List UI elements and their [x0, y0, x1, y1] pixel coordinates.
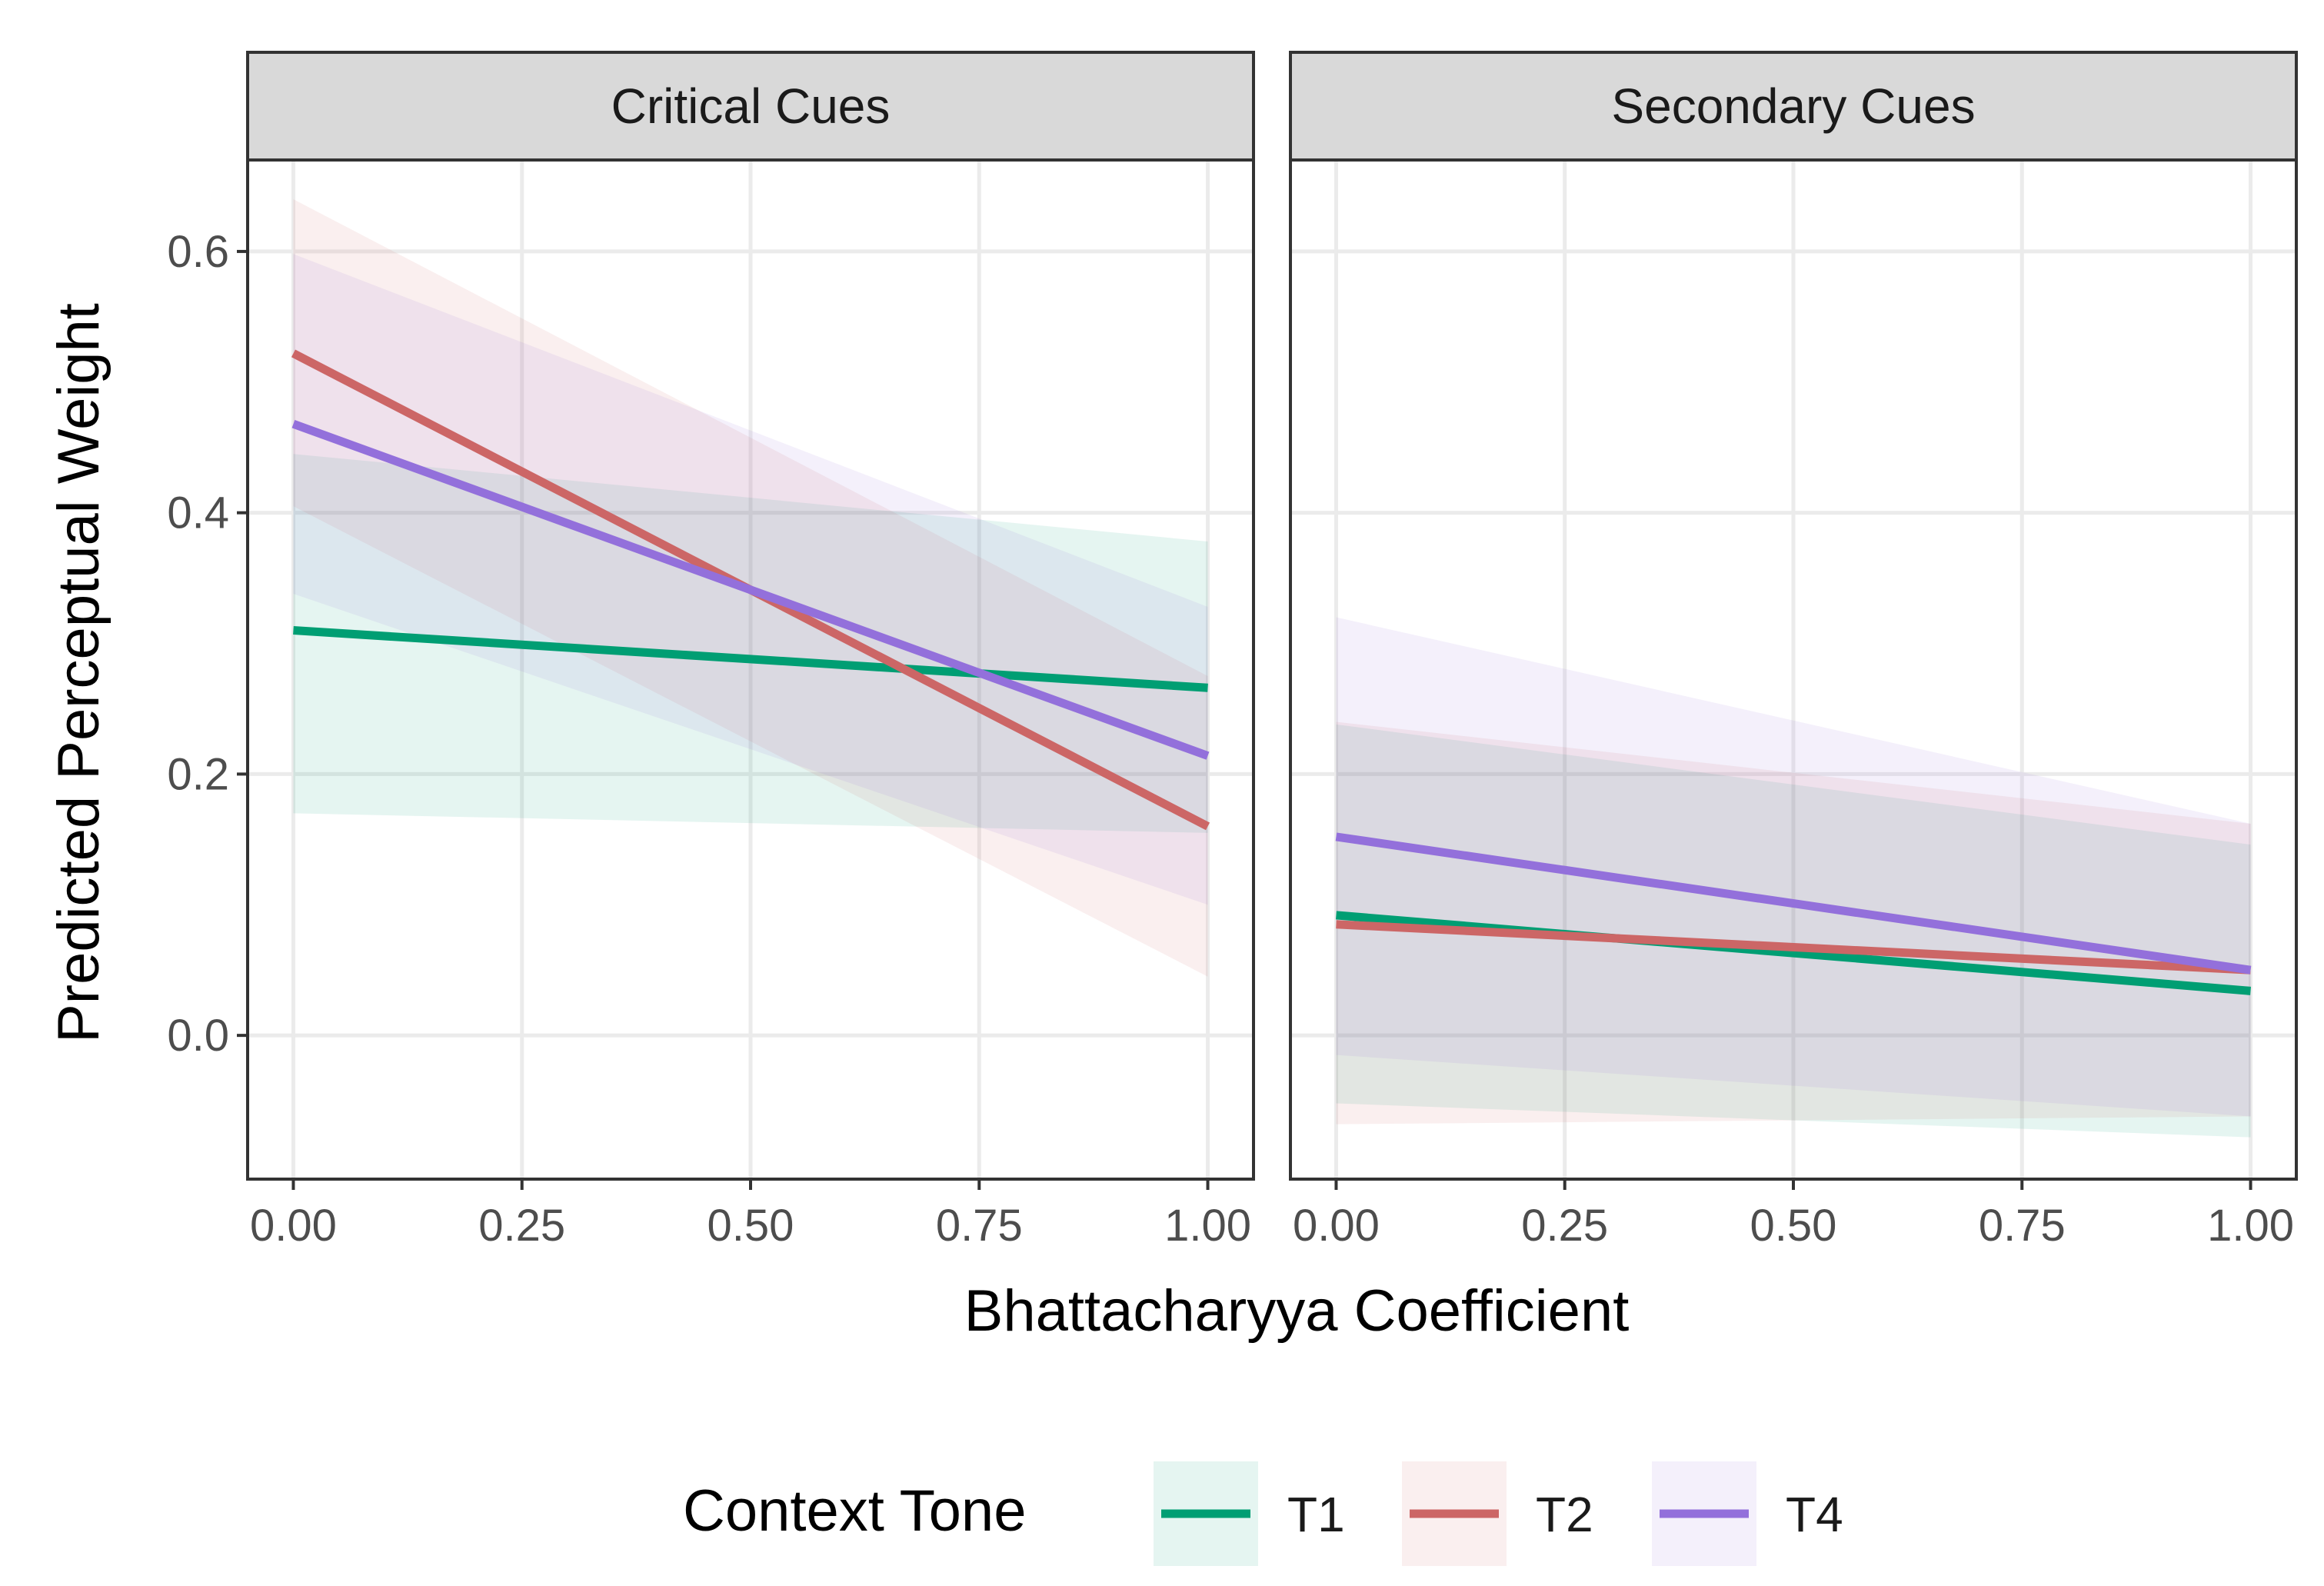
legend-label: T2	[1536, 1487, 1593, 1542]
x-tick-label: 0.75	[1979, 1201, 2066, 1251]
x-tick-label: 1.00	[2207, 1201, 2294, 1251]
legend-title: Context Tone	[683, 1478, 1026, 1544]
x-tick-label: 0.25	[1521, 1201, 1608, 1251]
x-tick-label: 0.25	[478, 1201, 565, 1251]
confidence-band-t1	[293, 454, 1208, 833]
x-tick-label: 1.00	[1164, 1201, 1251, 1251]
confidence-band-t4	[1336, 617, 2251, 1117]
confidence-band-t4	[293, 254, 1208, 905]
x-tick-label: 0.75	[936, 1201, 1023, 1251]
y-tick-label: 0.4	[167, 488, 229, 538]
panel-critical-cues: Critical Cues 0.00 0.25 0.50 0.75 1.00	[246, 51, 1255, 1251]
y-tick-label: 0.0	[167, 1011, 229, 1061]
facet-strip	[1289, 51, 2298, 162]
x-tick-label: 0.00	[1293, 1201, 1380, 1251]
legend-item-t2: T2	[1402, 1461, 1593, 1566]
confidence-band-t2	[1336, 721, 2251, 1125]
y-tick-label: 0.2	[167, 749, 229, 799]
legend-item-t4: T4	[1652, 1461, 1843, 1566]
confidence-band-t1	[1336, 724, 2251, 1138]
x-tick-label: 0.00	[250, 1201, 337, 1251]
legend-label: T4	[1786, 1487, 1843, 1542]
y-axis: 0.0 0.2 0.4 0.6	[167, 227, 248, 1061]
series-line-t4	[291, 419, 1210, 760]
legend-label: T1	[1287, 1487, 1345, 1542]
x-axis-title: Bhattacharyya Coefficient	[964, 1278, 1630, 1344]
panel-secondary-cues: Secondary Cues 0.00 0.25 0.50 0.75 1.00	[1289, 51, 2298, 1251]
series-line-t2	[1336, 920, 2251, 975]
facet-strip	[246, 51, 1255, 162]
facet-strip-label: Secondary Cues	[1611, 78, 1975, 134]
legend: Context Tone T1 T2 T4	[683, 1461, 1843, 1566]
y-axis-title: Predicted Perceptual Weight	[46, 303, 112, 1043]
x-tick-label: 0.50	[708, 1201, 794, 1251]
legend-item-t1: T1	[1154, 1461, 1345, 1566]
x-tick-label: 0.50	[1750, 1201, 1837, 1251]
series-line-t1	[293, 626, 1208, 692]
y-tick-label: 0.6	[167, 227, 229, 277]
series-line-t4	[1335, 832, 2252, 975]
facet-strip-label: Critical Cues	[611, 78, 891, 134]
